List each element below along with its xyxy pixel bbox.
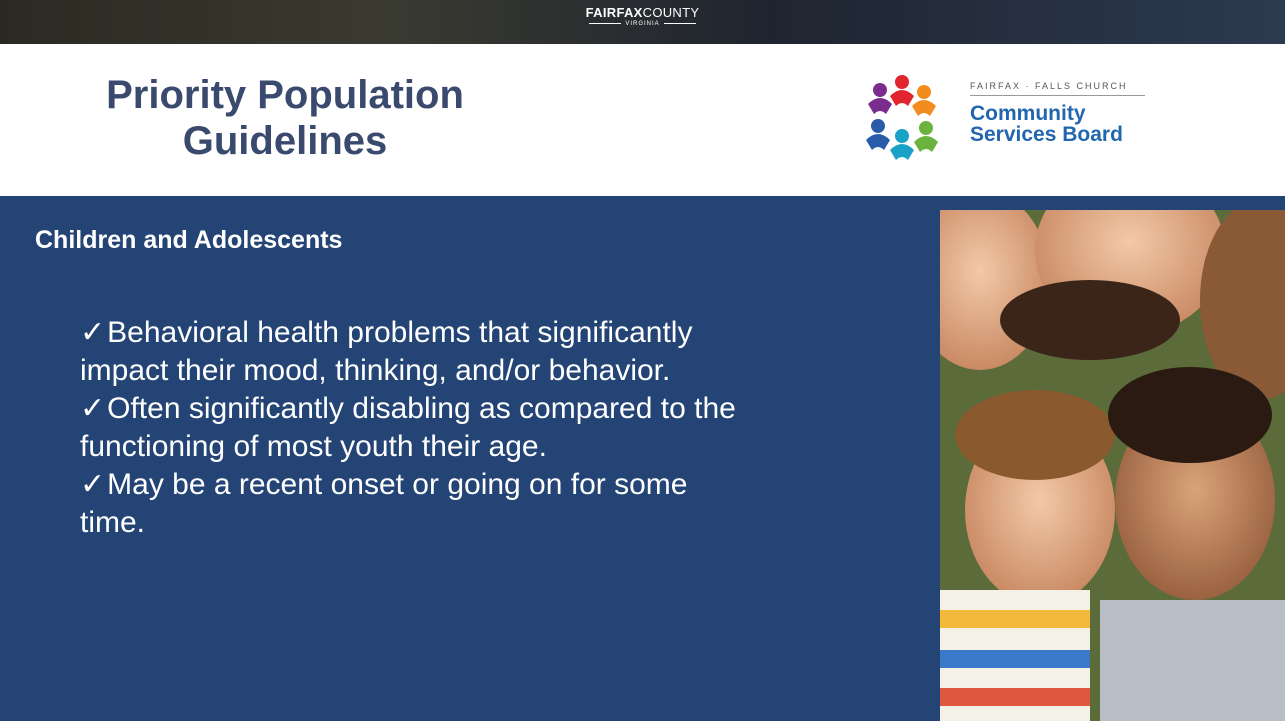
top-bar: FAIRFAXCOUNTY VIRGINIA	[0, 0, 1285, 44]
logo-name-line: Community	[970, 102, 1086, 125]
header: Priority Population Guidelines	[0, 44, 1285, 196]
bullet-line: May be a recent onset or going on for so…	[80, 466, 930, 504]
section-heading: Children and Adolescents	[35, 226, 343, 254]
brand: FAIRFAXCOUNTY	[0, 5, 1285, 20]
state: VIRGINIA	[0, 21, 1285, 27]
bullet: Often significantly disabling as compare…	[80, 390, 930, 466]
logo-name-line: Services Board	[970, 123, 1123, 146]
logo-tagline: FAIRFAX · FALLS CHURCH	[970, 81, 1145, 96]
bullet-line: impact their mood, thinking, and/or beha…	[80, 354, 671, 387]
brand-light: COUNTY	[642, 5, 700, 20]
bullet-line: Behavioral health problems that signific…	[80, 314, 930, 352]
title-line: Priority Population	[106, 73, 464, 117]
logo-name: Community Services Board	[970, 103, 1123, 145]
photo	[940, 210, 1285, 721]
bullet: May be a recent onset or going on for so…	[80, 466, 930, 542]
brand-bold: FAIRFAX	[585, 5, 643, 20]
bullet-line: Often significantly disabling as compare…	[80, 390, 930, 428]
title: Priority Population Guidelines	[60, 72, 510, 164]
bullet-list: Behavioral health problems that signific…	[80, 314, 930, 542]
bullet-line: time.	[80, 506, 146, 539]
state-text: VIRGINIA	[625, 21, 660, 27]
logo-mark	[866, 75, 938, 160]
title-line: Guidelines	[182, 119, 388, 163]
bullet-line: functioning of most youth their age.	[80, 430, 547, 463]
bullet: Behavioral health problems that signific…	[80, 314, 930, 390]
